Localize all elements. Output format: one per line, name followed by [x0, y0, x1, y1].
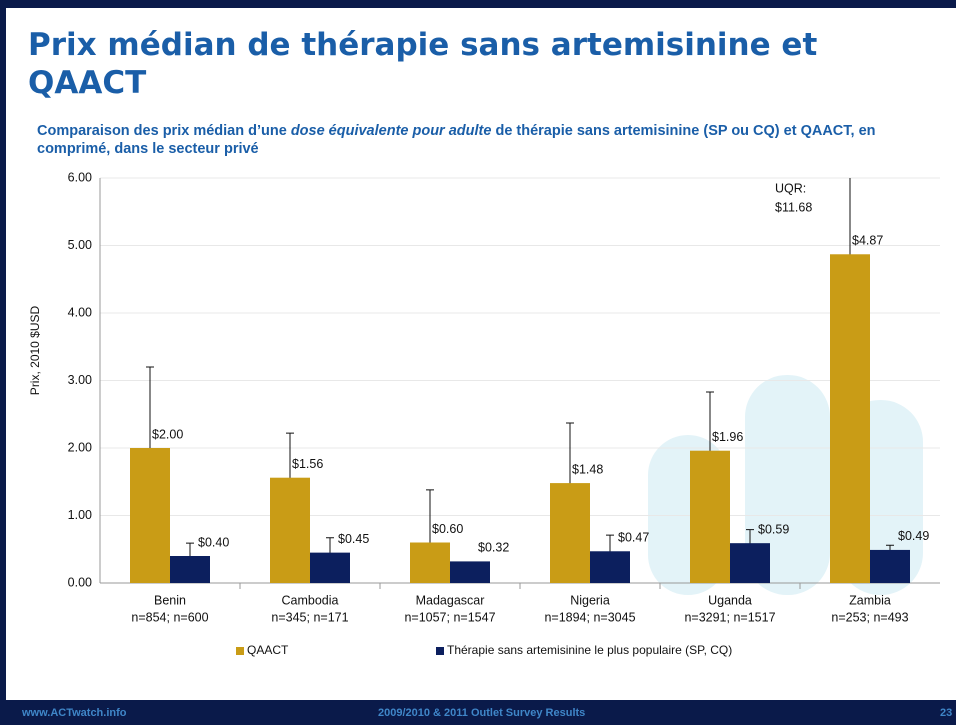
category-note: n=1894; n=3045 — [544, 610, 635, 624]
value-label: $4.87 — [852, 234, 883, 248]
value-label: $1.48 — [572, 462, 603, 476]
title-line: QAACT — [28, 64, 817, 102]
y-tick-label: 2.00 — [68, 440, 92, 454]
value-label: $0.45 — [338, 532, 369, 546]
category-note: n=854; n=600 — [131, 610, 208, 624]
x-tick-label: Zambia — [849, 593, 891, 607]
bar — [830, 254, 870, 583]
value-label: $0.32 — [478, 541, 509, 555]
category-note: n=1057; n=1547 — [404, 610, 495, 624]
slide: 0.00 1.00 2.00 3.00 4.00 5.00 6.00 Prix, 2010 $… — [0, 0, 956, 725]
category-note: n=253; n=493 — [831, 610, 908, 624]
category-note: n=3291; n=1517 — [684, 610, 775, 624]
page-number: 23 — [940, 707, 952, 719]
bar — [410, 543, 450, 584]
y-tick-label: 0.00 — [68, 575, 92, 589]
bar — [270, 478, 310, 583]
bar — [550, 483, 590, 583]
subtitle-part: Comparaison des prix médian d’une — [37, 123, 291, 139]
chart-subtitle: Comparaison des prix médian d’une dose é… — [37, 122, 887, 158]
category-note: n=345; n=171 — [271, 610, 348, 624]
footer-link: www.ACTwatch.info — [22, 707, 127, 719]
bar — [870, 550, 910, 583]
value-label: $0.59 — [758, 522, 789, 536]
y-tick-label: 5.00 — [68, 238, 92, 252]
bar — [310, 553, 350, 583]
bar — [450, 561, 490, 583]
y-tick-label: 3.00 — [68, 373, 92, 387]
x-tick-label: Cambodia — [282, 593, 339, 607]
value-label: $0.40 — [198, 535, 229, 549]
footer: www.ACTwatch.info 2009/2010 & 2011 Outle… — [0, 700, 956, 725]
bar — [170, 556, 210, 583]
y-tick-label: 6.00 — [68, 170, 92, 184]
y-tick-label: 4.00 — [68, 305, 92, 319]
y-axis-label: Prix, 2010 $USD — [28, 305, 42, 395]
chart: 0.00 1.00 2.00 3.00 4.00 5.00 6.00 Prix, 2010 $… — [0, 0, 956, 700]
value-label: $0.47 — [618, 531, 649, 545]
footer-text: 2009/2010 & 2011 Outlet Survey Results — [378, 707, 585, 719]
title-line: Prix médian de thérapie sans artemisinin… — [28, 26, 817, 64]
bar — [730, 543, 770, 583]
subtitle-part: dose équivalente pour adulte — [291, 123, 492, 139]
y-tick-label: 1.00 — [68, 508, 92, 522]
legend-label: Thérapie sans artemisinine le plus popul… — [447, 643, 732, 657]
value-label: $1.56 — [292, 457, 323, 471]
x-tick-label: Uganda — [708, 593, 752, 607]
value-label: $1.96 — [712, 430, 743, 444]
slide-title: Prix médian de thérapie sans artemisinin… — [28, 26, 817, 102]
x-tick-label: Benin — [154, 593, 186, 607]
x-tick-label: Nigeria — [570, 593, 610, 607]
value-label: $0.60 — [432, 522, 463, 536]
value-label: $2.00 — [152, 427, 183, 441]
value-label: $0.49 — [898, 529, 929, 543]
x-tick-label: Madagascar — [416, 593, 485, 607]
legend-label: QAACT — [247, 643, 289, 657]
bar — [690, 451, 730, 583]
bar — [590, 551, 630, 583]
annotation: $11.68 — [775, 200, 812, 214]
legend-swatch — [236, 647, 244, 655]
bar — [130, 448, 170, 583]
legend-swatch — [436, 647, 444, 655]
annotation: UQR: — [775, 181, 806, 195]
